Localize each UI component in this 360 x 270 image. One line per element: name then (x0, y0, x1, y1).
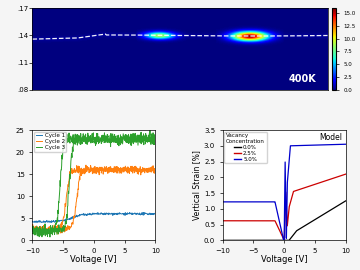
Legend: 0.0%, 2.5%, 5.0%: 0.0%, 2.5%, 5.0% (224, 132, 267, 163)
Cycle 1 (71, 215, 75, 218)
Cycle 1 (120, 212, 124, 215)
Cycle 1 (30, 220, 35, 223)
Cycle 2 (30, 229, 35, 232)
Cycle 3 (71, 141, 75, 145)
Cycle 2 (84, 164, 88, 167)
Y-axis label: Vertical Strain [%]: Vertical Strain [%] (192, 150, 201, 220)
X-axis label: Voltage [V]: Voltage [V] (71, 255, 117, 264)
Cycle 1 (79, 213, 84, 216)
Cycle 3 (108, 138, 112, 141)
Cycle 2 (45, 229, 50, 232)
Cycle 1 (108, 212, 112, 215)
Text: 400K: 400K (289, 74, 316, 84)
Cycle 2 (42, 231, 46, 234)
Cycle 1 (119, 212, 123, 215)
Cycle 2 (108, 166, 112, 170)
Cycle 1 (153, 211, 157, 215)
Cycle 2 (71, 171, 75, 174)
Legend: Cycle 1, Cycle 2, Cycle 3: Cycle 1, Cycle 2, Cycle 3 (34, 132, 66, 152)
Line: Cycle 1: Cycle 1 (32, 212, 155, 222)
Cycle 1 (143, 211, 147, 214)
Cycle 3 (139, 131, 143, 134)
Cycle 2 (120, 170, 124, 173)
Cycle 3 (153, 138, 157, 141)
Cycle 1 (45, 220, 50, 224)
Line: Cycle 3: Cycle 3 (32, 132, 155, 237)
Cycle 1 (35, 221, 39, 224)
Cycle 3 (79, 140, 84, 143)
Cycle 2 (153, 168, 157, 171)
Line: Cycle 2: Cycle 2 (32, 165, 155, 232)
Cycle 2 (120, 168, 125, 171)
Cycle 3 (120, 138, 124, 141)
Cycle 2 (79, 167, 84, 170)
Cycle 3 (45, 235, 50, 238)
Cycle 3 (119, 141, 123, 145)
Cycle 3 (40, 235, 44, 238)
Cycle 3 (30, 230, 35, 233)
X-axis label: Voltage [V]: Voltage [V] (261, 255, 307, 264)
Text: Model: Model (319, 133, 342, 142)
